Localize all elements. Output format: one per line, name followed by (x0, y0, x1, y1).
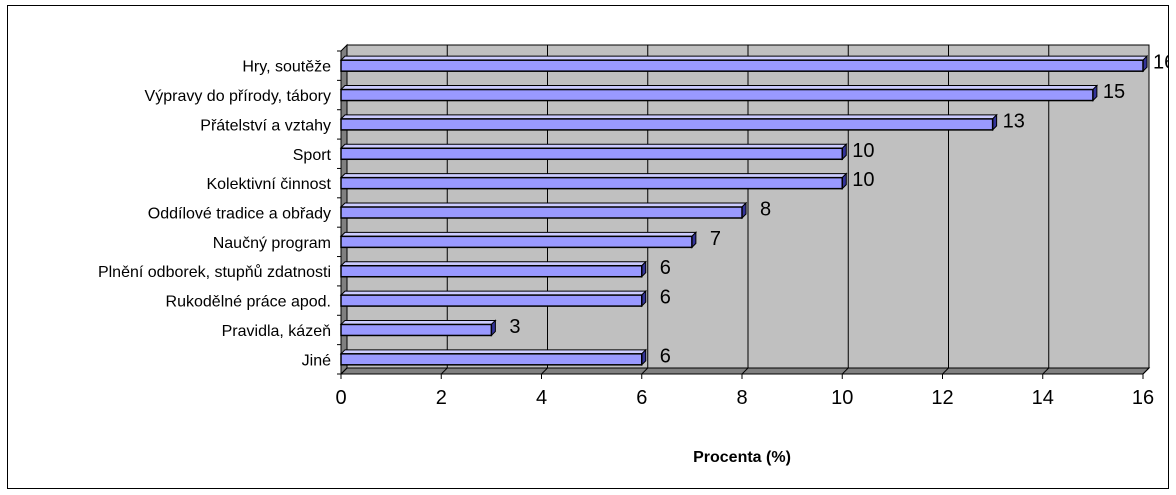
data-label: 7 (710, 228, 721, 250)
data-label: 10 (852, 140, 874, 162)
bar-8 (339, 260, 647, 278)
bar-9 (339, 289, 647, 308)
x-tick-label: 10 (831, 387, 853, 409)
category-label: Výpravy do přírody, tábory (145, 88, 331, 105)
x-tick-label: 6 (636, 387, 647, 409)
data-label: 15 (1103, 81, 1125, 103)
data-label: 10 (852, 169, 874, 191)
category-label: Plnění odborek, stupňů zdatnosti (98, 263, 331, 281)
bar-front-face (340, 323, 493, 337)
bar-front-face (340, 206, 743, 219)
floor-gridline (1042, 367, 1050, 375)
bar-front-face (340, 88, 1094, 102)
bar-front-face (340, 59, 1144, 72)
bar-1 (339, 54, 1149, 73)
floor-gridline (541, 367, 548, 375)
floor-gridline (641, 367, 649, 375)
bar-front-face (340, 235, 693, 249)
category-label: Jiné (302, 352, 331, 369)
data-label: 13 (1003, 110, 1025, 132)
floor-gridline (440, 367, 448, 375)
x-tick-label: 8 (736, 387, 747, 409)
x-tick-label: 16 (1132, 387, 1154, 409)
floor-gridline (340, 367, 348, 375)
x-tick-label: 0 (335, 387, 346, 409)
bar-front-face (340, 353, 643, 366)
data-label: 3 (509, 316, 520, 338)
bar-11 (339, 348, 647, 367)
bar-2 (339, 84, 1099, 102)
floor-gridline (841, 367, 849, 375)
category-label: Pravidla, kázeň (222, 323, 331, 340)
category-label: Sport (293, 147, 332, 164)
data-label: 6 (660, 345, 671, 367)
x-tick-label: 14 (1032, 387, 1054, 409)
floor-gridline (1142, 367, 1150, 375)
bar-10 (339, 319, 497, 337)
x-tick-label: 4 (536, 387, 547, 409)
category-label: Kolektivní činnost (206, 176, 331, 193)
floor-gridline (741, 367, 749, 375)
bar-front-face (340, 147, 843, 161)
category-label: Rukodělné práce apod. (166, 294, 331, 311)
data-label: 8 (760, 199, 771, 221)
floor-gridline (942, 367, 949, 375)
data-label: 6 (660, 287, 671, 309)
x-tick-label: 12 (931, 387, 953, 409)
bar-6 (339, 201, 748, 220)
data-label: 6 (660, 257, 671, 279)
bar-3 (339, 113, 998, 132)
x-tick-label: 2 (436, 387, 447, 409)
bar-front-face (340, 118, 994, 131)
bar-7 (339, 231, 698, 249)
bar-4 (339, 143, 848, 161)
category-label: Přátelství a vztahy (200, 117, 331, 134)
x-axis-title: Procenta (%) (693, 449, 791, 466)
data-label: 16 (1153, 52, 1168, 74)
bar-5 (339, 172, 848, 190)
bar-front-face (340, 294, 643, 307)
category-label: Hry, soutěže (242, 59, 331, 76)
bar-front-face (340, 264, 643, 278)
category-label: Oddílové tradice a obřady (148, 206, 331, 223)
bar-front-face (340, 176, 843, 190)
category-label: Naučný program (213, 235, 331, 252)
chart-frame: Hry, soutěže 16 Výpravy do přírody, tábory… (7, 5, 1169, 489)
bar-chart: Hry, soutěže 16 Výpravy do přírody, tábory… (98, 43, 1168, 466)
